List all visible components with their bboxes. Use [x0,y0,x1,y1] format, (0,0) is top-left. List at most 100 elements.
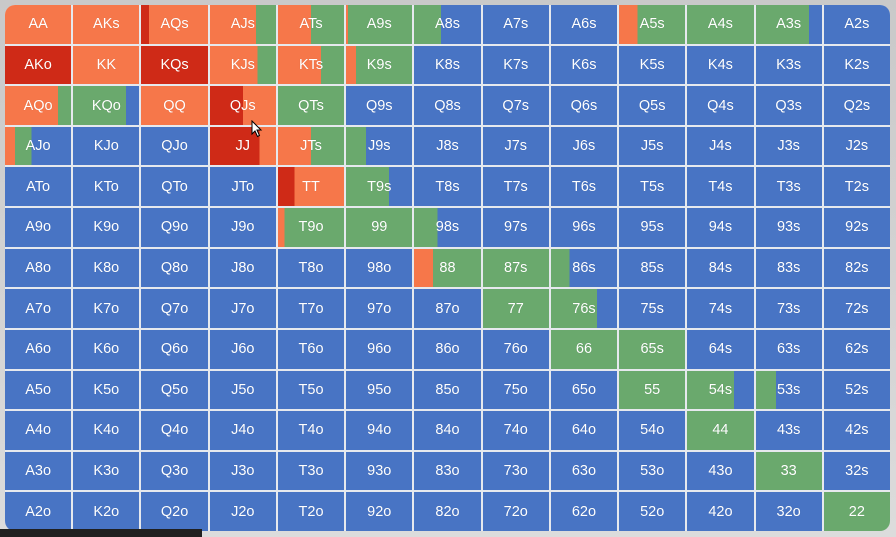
hand-cell-77[interactable]: 77 [482,289,549,328]
hand-cell-75s[interactable]: 75s [619,289,686,328]
hand-cell-k3s[interactable]: K3s [755,45,822,85]
hand-cell-52s[interactable]: 52s [823,370,890,410]
hand-cell-k5o[interactable]: K5o [73,370,140,410]
hand-cell-q2s[interactable]: Q2s [823,86,890,125]
hand-cell-32s[interactable]: 32s [823,451,890,491]
hand-cell-k7o[interactable]: K7o [73,289,140,328]
hand-cell-q3s[interactable]: Q3s [755,86,822,125]
hand-cell-94o[interactable]: 94o [346,411,413,450]
hand-cell-a4s[interactable]: A4s [687,5,754,44]
hand-cell-j4o[interactable]: J4o [209,411,276,450]
hand-cell-86o[interactable]: 86o [414,329,481,369]
hand-cell-q2o[interactable]: Q2o [141,492,208,531]
hand-cell-42o[interactable]: 42o [687,492,754,531]
hand-cell-88[interactable]: 88 [414,248,481,288]
hand-cell-a3o[interactable]: A3o [5,451,72,491]
hand-cell-jto[interactable]: JTo [209,167,276,207]
hand-cell-32o[interactable]: 32o [755,492,822,531]
hand-cell-q4s[interactable]: Q4s [687,86,754,125]
hand-cell-k7s[interactable]: K7s [482,45,549,85]
hand-cell-ajs[interactable]: AJs [209,5,276,44]
hand-cell-93o[interactable]: 93o [346,451,413,491]
hand-cell-kjs[interactable]: KJs [209,45,276,85]
hand-cell-53o[interactable]: 53o [619,451,686,491]
hand-cell-kto[interactable]: KTo [73,167,140,207]
hand-cell-62s[interactable]: 62s [823,329,890,369]
hand-cell-99[interactable]: 99 [346,208,413,247]
hand-cell-22[interactable]: 22 [823,492,890,531]
hand-cell-k8s[interactable]: K8s [414,45,481,85]
hand-cell-54s[interactable]: 54s [687,370,754,410]
hand-cell-t8o[interactable]: T8o [277,248,345,288]
hand-cell-jj[interactable]: JJ [209,126,276,166]
hand-cell-63s[interactable]: 63s [755,329,822,369]
hand-cell-93s[interactable]: 93s [755,208,822,247]
hand-cell-97s[interactable]: 97s [482,208,549,247]
hand-cell-q8s[interactable]: Q8s [414,86,481,125]
hand-cell-q5s[interactable]: Q5s [619,86,686,125]
hand-cell-k6o[interactable]: K6o [73,329,140,369]
hand-cell-85s[interactable]: 85s [619,248,686,288]
hand-cell-44[interactable]: 44 [687,411,754,450]
hand-cell-t2s[interactable]: T2s [823,167,890,207]
hand-cell-kqo[interactable]: KQo [73,86,140,125]
hand-cell-74s[interactable]: 74s [687,289,754,328]
hand-cell-j4s[interactable]: J4s [687,126,754,166]
hand-cell-aqo[interactable]: AQo [5,86,72,125]
hand-cell-q6s[interactable]: Q6s [550,86,618,125]
hand-cell-62o[interactable]: 62o [550,492,618,531]
hand-cell-97o[interactable]: 97o [346,289,413,328]
hand-cell-t2o[interactable]: T2o [277,492,345,531]
hand-cell-84s[interactable]: 84s [687,248,754,288]
hand-cell-55[interactable]: 55 [619,370,686,410]
hand-cell-87s[interactable]: 87s [482,248,549,288]
hand-cell-74o[interactable]: 74o [482,411,549,450]
hand-cell-t5s[interactable]: T5s [619,167,686,207]
hand-cell-64o[interactable]: 64o [550,411,618,450]
hand-cell-j6o[interactable]: J6o [209,329,276,369]
hand-cell-95s[interactable]: 95s [619,208,686,247]
hand-cell-73s[interactable]: 73s [755,289,822,328]
hand-cell-k9s[interactable]: K9s [346,45,413,85]
hand-cell-76s[interactable]: 76s [550,289,618,328]
hand-cell-kqs[interactable]: KQs [141,45,208,85]
hand-cell-65o[interactable]: 65o [550,370,618,410]
hand-cell-j8s[interactable]: J8s [414,126,481,166]
hand-cell-aks[interactable]: AKs [73,5,140,44]
hand-cell-43o[interactable]: 43o [687,451,754,491]
hand-cell-qjo[interactable]: QJo [141,126,208,166]
hand-cell-84o[interactable]: 84o [414,411,481,450]
hand-cell-j3o[interactable]: J3o [209,451,276,491]
hand-cell-75o[interactable]: 75o [482,370,549,410]
hand-cell-t9s[interactable]: T9s [346,167,413,207]
hand-cell-95o[interactable]: 95o [346,370,413,410]
hand-cell-63o[interactable]: 63o [550,451,618,491]
hand-cell-83o[interactable]: 83o [414,451,481,491]
hand-cell-aqs[interactable]: AQs [141,5,208,44]
hand-cell-73o[interactable]: 73o [482,451,549,491]
hand-cell-q9o[interactable]: Q9o [141,208,208,247]
hand-cell-ats[interactable]: ATs [277,5,345,44]
hand-cell-a7o[interactable]: A7o [5,289,72,328]
hand-cell-q9s[interactable]: Q9s [346,86,413,125]
hand-cell-k4o[interactable]: K4o [73,411,140,450]
hand-cell-52o[interactable]: 52o [619,492,686,531]
hand-cell-kjo[interactable]: KJo [73,126,140,166]
hand-cell-q7s[interactable]: Q7s [482,86,549,125]
hand-cell-j2o[interactable]: J2o [209,492,276,531]
hand-cell-kk[interactable]: KK [73,45,140,85]
hand-cell-k6s[interactable]: K6s [550,45,618,85]
hand-cell-j5s[interactable]: J5s [619,126,686,166]
hand-cell-t9o[interactable]: T9o [277,208,345,247]
hand-cell-82s[interactable]: 82s [823,248,890,288]
hand-cell-t4s[interactable]: T4s [687,167,754,207]
hand-cell-q5o[interactable]: Q5o [141,370,208,410]
hand-cell-a2o[interactable]: A2o [5,492,72,531]
hand-cell-ajo[interactable]: AJo [5,126,72,166]
hand-cell-76o[interactable]: 76o [482,329,549,369]
hand-cell-j9s[interactable]: J9s [346,126,413,166]
hand-cell-a4o[interactable]: A4o [5,411,72,450]
hand-cell-k3o[interactable]: K3o [73,451,140,491]
hand-cell-a6s[interactable]: A6s [550,5,618,44]
hand-cell-qjs[interactable]: QJs [209,86,276,125]
